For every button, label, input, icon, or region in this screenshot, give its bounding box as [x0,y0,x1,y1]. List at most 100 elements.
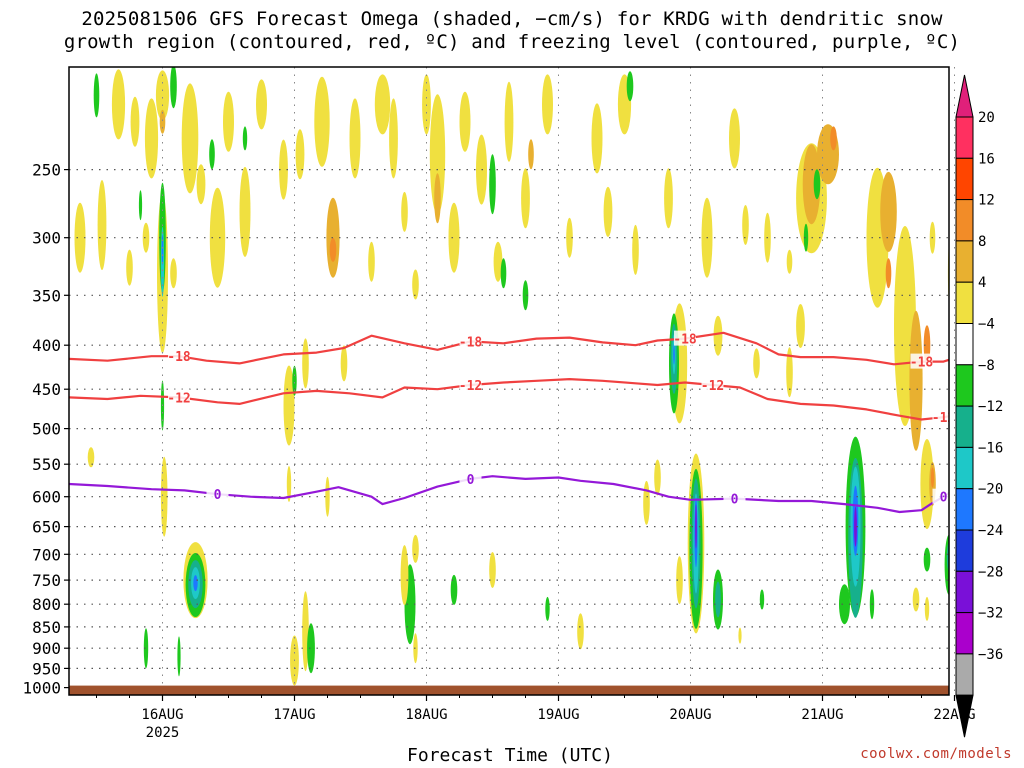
contour-label-bg [701,377,724,392]
x-tick-label: 19AUG [537,707,579,723]
contour-label: 0 [940,491,948,506]
omega-shade-cell [500,258,507,289]
omega-shade-cell [715,581,721,618]
omega-shade-cell [664,168,673,229]
chart-title-line2: growth region (contoured, red, ºC) and f… [63,31,961,53]
x-tick-sublabel: 2025 [146,725,180,741]
x-axis-title: Forecast Time (UTC) [407,745,613,766]
colorbar-label: −24 [978,523,1003,539]
omega-shade-cell [389,98,398,179]
omega-shade-cell [412,534,419,563]
plot-frame [68,66,950,696]
omega-shade-cell [504,81,514,162]
omega-shade-cell [401,191,408,232]
omega-shade-cell [368,241,375,282]
chart-title: 2025081506 GFS Forecast Omega (shaded, −… [0,8,1024,54]
colorbar-label: −16 [978,440,1003,456]
colorbar-swatch [955,157,974,201]
colorbar-label: 12 [978,193,995,209]
omega-shade-cell [142,222,150,253]
omega-shade-cell [493,241,503,282]
y-tick-label: 500 [32,420,61,439]
omega-shade-cell [193,575,198,592]
omega-shade-cell [144,98,159,179]
omega-shade-cell [170,67,177,109]
omega-shade-cell [111,69,126,140]
contour-label-bg [459,470,482,486]
omega-shade-cell [759,589,765,610]
contour-label: -18 [673,333,697,348]
x-tick-label: 17AUG [273,707,315,723]
omega-shade-cell [286,466,292,502]
y-tick-label: 600 [32,488,61,507]
omega-shade-cell [796,304,805,348]
omega-shade-cell [279,139,288,200]
omega-shade-cell [713,315,723,356]
omega-shade-cell [909,310,923,451]
omega-shade-cell [295,129,305,180]
contour-label-bg [459,333,482,349]
omega-shade-cell [786,347,793,398]
omega-shade-cell [545,596,550,621]
colorbar-swatch [955,529,974,572]
omega-shade-cell [742,205,749,245]
omega-shade-cell [93,73,100,118]
omega-shade-cell [803,223,809,252]
omega-shade-cell [196,164,206,205]
omega-shade-cell [839,584,850,625]
omega-shade-cell [676,556,683,605]
chart-title-line1: 2025081506 GFS Forecast Omega (shaded, −… [81,8,943,30]
colorbar-swatch [955,116,974,159]
omega-shade-cell [854,506,857,547]
colorbar-bottom-arrow [955,694,974,738]
contour-label: 0 [467,473,475,488]
contour-label: -12 [167,391,190,406]
omega-shade-cell [450,574,458,605]
omega-shade-cell [242,126,248,151]
omega-shade-cell [340,345,348,382]
y-tick-label: 650 [32,518,61,537]
omega-shade-cell [155,70,170,121]
site-credit: coolwx.com/models [860,746,1012,762]
colorbar-swatch [955,570,974,614]
omega-shade-cell [786,249,793,274]
y-tick-label: 250 [32,161,61,180]
omega-shade-cell [448,202,460,273]
omega-shade-cell [522,280,529,311]
contour-label: -18 [459,335,483,350]
omega-shade-cell [1007,348,1011,378]
omega-shade-cell [920,439,934,529]
colorbar-swatch [955,199,974,242]
colorbar-swatch [955,446,974,490]
omega-shade-cell [161,234,164,265]
colorbar-label: −36 [978,647,1003,663]
contour-label-bg [168,389,190,405]
omega-shade-cell [603,186,613,237]
colorbar-swatch [955,612,974,655]
omega-shade-cell [577,613,584,650]
colorbar-label: 8 [978,234,986,250]
colorbar-swatch [955,653,974,696]
colorbar-label: −20 [978,482,1003,498]
y-tick-label: 300 [32,229,61,248]
contour-label-bg [674,330,696,346]
contour-line [69,331,949,366]
omega-shade-cell [983,69,992,139]
y-tick-label: 900 [32,639,61,658]
colorbar-swatch [955,488,974,531]
omega-shade-cell [302,338,309,389]
contour-layer: -18 -18 -18 -18 -12 -12 -12 -12 0 0 0 0 [69,330,955,514]
omega-shade-cell [283,365,295,446]
y-tick-label: 800 [32,595,61,614]
omega-shade-cell [314,76,330,167]
colorbar-label: 20 [978,110,995,126]
contour-label: -12 [932,411,955,426]
omega-shade-cell [591,103,603,174]
omega-shade-cell [830,126,837,151]
ground-layer [69,685,949,695]
omega-shade-cell [632,224,639,275]
omega-shade-cell [885,258,892,289]
colorbar-label: −32 [978,606,1003,622]
omega-shade-cell [325,476,330,517]
